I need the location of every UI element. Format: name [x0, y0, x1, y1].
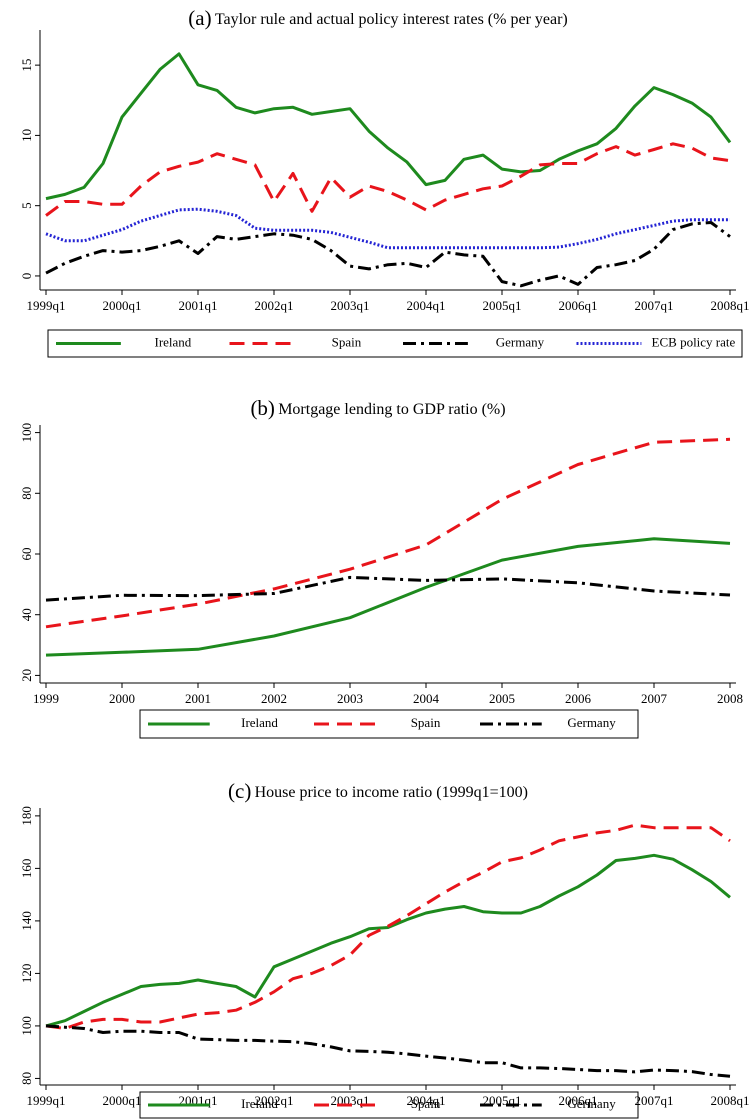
x-tick-label: 2007q1 — [635, 298, 674, 313]
series-line — [45, 853, 731, 1028]
legend-label: Ireland — [241, 715, 278, 730]
x-tick-label: 2006 — [565, 691, 592, 706]
series-line — [45, 537, 731, 657]
y-tick-label: 5 — [19, 202, 34, 209]
x-tick-label: 1999q1 — [27, 1093, 66, 1108]
x-tick-label: 2002 — [261, 691, 287, 706]
x-tick-label: 2004 — [413, 691, 440, 706]
y-tick-label: 15 — [19, 59, 34, 72]
y-tick-label: 140 — [19, 911, 34, 931]
legend-label: Ireland — [155, 334, 192, 349]
legend-box — [139, 709, 639, 739]
title-text: Taylor rule and actual policy interest r… — [215, 11, 568, 28]
series-line — [45, 52, 732, 201]
y-tick-label: 40 — [19, 608, 34, 621]
y-tick-label: 80 — [19, 487, 34, 500]
y-tick-label: 80 — [19, 1072, 34, 1085]
legend-label: Germany — [496, 334, 545, 349]
y-tick-label: 100 — [19, 423, 34, 443]
legend-box — [47, 329, 743, 358]
x-tick-label: 2000q1 — [103, 1093, 142, 1108]
x-tick-label: 1999 — [33, 691, 59, 706]
x-tick-label: 1999q1 — [27, 298, 66, 313]
series-line — [45, 142, 731, 217]
series-line — [45, 823, 731, 1030]
y-tick-label: 0 — [19, 273, 34, 280]
series-line — [45, 1024, 731, 1078]
y-tick-label: 10 — [19, 129, 34, 142]
x-tick-label: 2003 — [337, 691, 363, 706]
series-line — [45, 221, 731, 288]
y-tick-label: 20 — [19, 669, 34, 682]
y-tick-label: 180 — [19, 806, 34, 826]
panel-label: (c) — [228, 779, 251, 803]
y-tick-label: 60 — [19, 548, 34, 561]
x-tick-label: 2008q1 — [711, 1093, 750, 1108]
legend-label: Germany — [567, 715, 616, 730]
x-tick-label: 2000q1 — [103, 298, 142, 313]
x-tick-label: 2007 — [641, 691, 668, 706]
x-tick-label: 2005q1 — [483, 298, 522, 313]
x-tick-label: 2006q1 — [559, 1093, 598, 1108]
series-line — [45, 437, 731, 629]
x-tick-label: 2008q1 — [711, 298, 750, 313]
legend-label: Spain — [332, 334, 362, 349]
x-tick-label: 2003q1 — [331, 298, 370, 313]
y-tick-label: 120 — [19, 964, 34, 984]
x-tick-label: 2004q1 — [407, 1093, 446, 1108]
x-tick-label: 2001q1 — [179, 298, 218, 313]
chart-title: (a) Taylor rule and actual policy intere… — [188, 6, 568, 30]
x-tick-label: 2007q1 — [635, 1093, 674, 1108]
title-text: House price to income ratio (1999q1=100) — [255, 784, 528, 801]
series-line — [45, 575, 731, 602]
series-line — [45, 207, 730, 250]
x-tick-label: 2001 — [185, 691, 211, 706]
chart-title: (c) House price to income ratio (1999q1=… — [228, 779, 528, 803]
legend-box — [139, 1091, 639, 1119]
panel-label: (a) — [188, 6, 211, 30]
legend-label: Spain — [411, 1096, 441, 1111]
legend-label: Ireland — [241, 1096, 278, 1111]
x-tick-label: 2008 — [717, 691, 743, 706]
x-tick-label: 2005 — [489, 691, 515, 706]
panel-label: (b) — [250, 396, 275, 420]
x-tick-label: 2002q1 — [255, 298, 294, 313]
y-tick-label: 160 — [19, 859, 34, 879]
x-tick-label: 2000 — [109, 691, 135, 706]
chart-title: (b) Mortgage lending to GDP ratio (%) — [250, 396, 505, 420]
y-tick-label: 100 — [19, 1016, 34, 1036]
title-text: Mortgage lending to GDP ratio (%) — [278, 401, 505, 418]
x-tick-label: 2002q1 — [255, 1093, 294, 1108]
legend-label: Spain — [411, 715, 441, 730]
x-tick-label: 2006q1 — [559, 298, 598, 313]
x-tick-label: 2004q1 — [407, 298, 446, 313]
legend-label: ECB policy rate — [652, 334, 736, 349]
legend-label: Germany — [567, 1096, 616, 1111]
